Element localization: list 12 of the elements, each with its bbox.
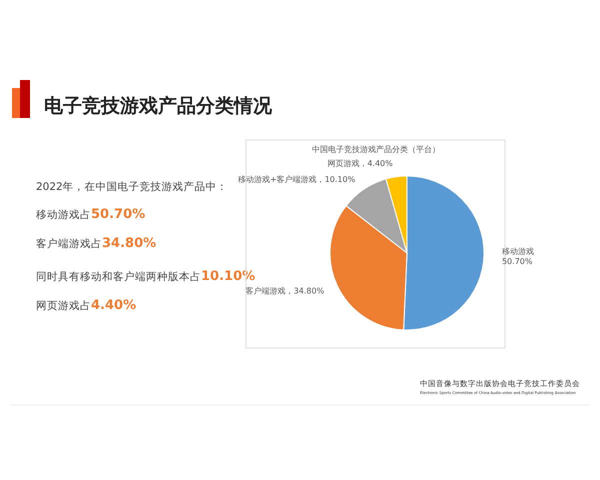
chart-title: 中国电子竞技游戏产品分类（平台） bbox=[312, 145, 440, 154]
text: 电子竞技游戏产品分类情况 bbox=[44, 95, 273, 117]
slice-label: 移动游戏 bbox=[502, 246, 534, 256]
text: 网页游戏占4.40% bbox=[36, 298, 136, 313]
slice-label: 移动游戏+客户端游戏，10.10% bbox=[238, 175, 356, 184]
slice-label: 客户端游戏，34.80% bbox=[246, 286, 325, 296]
text: 客户端游戏占34.80% bbox=[36, 236, 156, 251]
text: 移动游戏占50.70% bbox=[36, 207, 146, 222]
data-label: 50.70% bbox=[502, 256, 533, 266]
text: 2022年，在中国电子竞技游戏产品中： bbox=[36, 180, 228, 193]
slice-label: 网页游戏，4.40% bbox=[327, 158, 394, 168]
text: 同时具有移动和客户端两种版本占10.10% bbox=[36, 269, 256, 284]
